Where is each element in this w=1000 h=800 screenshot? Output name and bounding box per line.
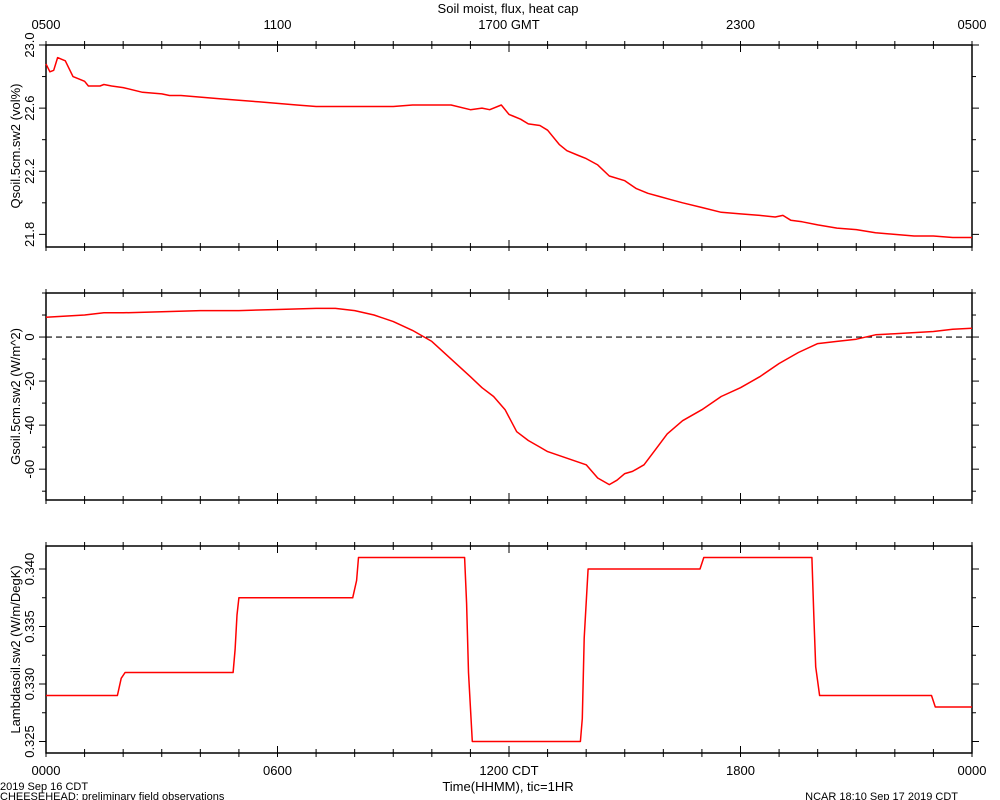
y-tick-label: 22.6 [22, 95, 37, 120]
x-axis-label: Time(HHMM), tic=1HR [442, 779, 573, 794]
y-tick-label: 0.325 [22, 725, 37, 758]
panel-frame [45, 545, 973, 754]
y-tick-label: -40 [22, 416, 37, 435]
bottom-tick-label: 1800 [726, 763, 755, 778]
y-tick-label: 0.330 [22, 668, 37, 701]
bottom-axis-tick-labels: 0000 0600 1200 CDT 1800 0000 [32, 763, 987, 778]
y-tick-label: 0.340 [22, 553, 37, 586]
footer-stamp: NCAR 18:10 Sep 17 2019 CDT [805, 791, 958, 800]
series-line [45, 56, 972, 239]
y-tick-label: 0.335 [22, 610, 37, 643]
top-tick-label: 0500 [32, 17, 61, 32]
y-tick-label: 23.0 [22, 32, 37, 57]
y-tick-label: 0 [22, 333, 37, 340]
top-tick-label: 1700 GMT [478, 17, 539, 32]
chart-title: Soil moist, flux, heat cap [438, 1, 579, 16]
top-tick-label: 1100 [264, 17, 292, 32]
top-tick-label: 2300 [726, 17, 755, 32]
top-axis-tick-labels: 0500 1100 1700 GMT 2300 0500 [32, 17, 987, 32]
footer-project: CHEESEHEAD: preliminary field observatio… [0, 791, 225, 800]
bottom-tick-label: 0000 [32, 763, 61, 778]
y-axis-label: Lambdasoil.sw2 (W/m/DegK) [8, 565, 23, 733]
panel-1: 21.8 22.2 22.6 23.0 Qsoil.5cm.sw2 (vol%) [8, 32, 979, 251]
bottom-tick-label: 0000 [958, 763, 987, 778]
y-axis-label: Qsoil.5cm.sw2 (vol%) [8, 84, 23, 209]
bottom-tick-label: 0600 [263, 763, 292, 778]
top-tick-label: 0500 [958, 17, 987, 32]
y-tick-label: 22.2 [22, 159, 37, 184]
panel-frame [45, 292, 973, 501]
y-tick-label: -20 [22, 372, 37, 391]
footer-date: 2019 Sep 16 CDT [0, 781, 88, 793]
bottom-tick-label: 1200 CDT [479, 763, 538, 778]
panel-frame [45, 44, 973, 248]
y-tick-label: 21.8 [22, 222, 37, 247]
y-tick-label: -60 [22, 460, 37, 479]
y-axis-label: Gsoil.5cm.sw2 (W/m^2) [8, 328, 23, 465]
series-line [45, 307, 973, 486]
series-line [46, 556, 972, 743]
